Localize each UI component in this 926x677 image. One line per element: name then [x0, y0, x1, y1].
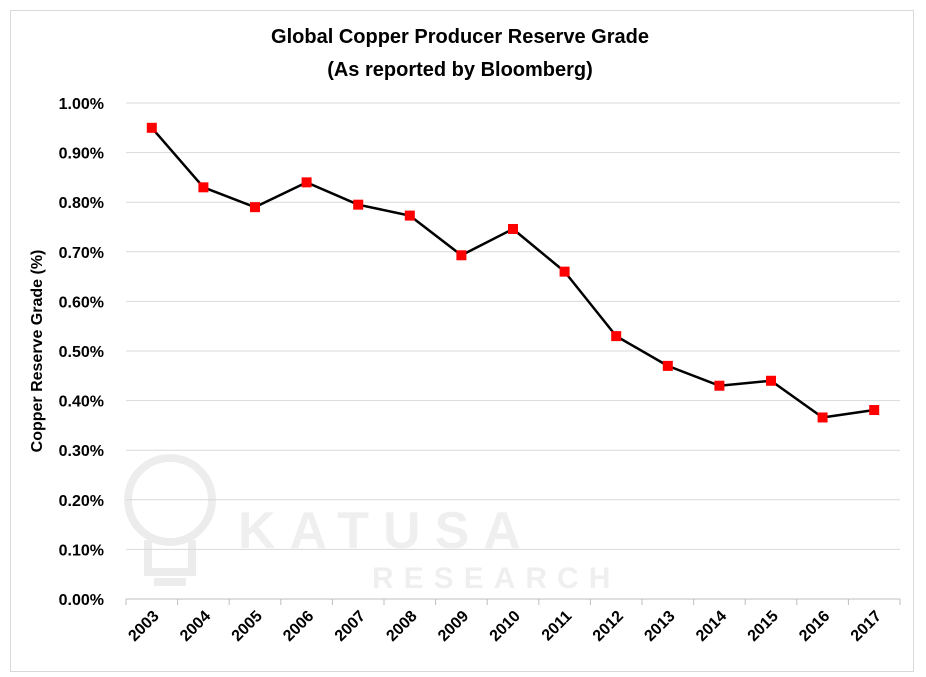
data-point — [146, 122, 157, 133]
x-tick-label: 2006 — [280, 608, 317, 645]
y-tick-label: 0.00% — [59, 592, 104, 609]
watermark-brand: KATUSA — [238, 502, 535, 560]
data-point — [250, 202, 260, 213]
y-tick-label: 1.00% — [59, 96, 104, 113]
data-point — [353, 199, 364, 210]
series-line — [150, 126, 875, 419]
y-tick-label: 0.80% — [59, 195, 104, 212]
x-tick-label: 2008 — [383, 608, 420, 645]
y-axis-label: Copper Reserve Grade (%) — [29, 250, 46, 453]
x-tick-label: 2007 — [332, 608, 369, 645]
x-axis — [125, 598, 901, 605]
data-point — [301, 177, 312, 188]
y-tick-label: 0.90% — [59, 146, 104, 163]
y-tick-label: 0.10% — [59, 542, 104, 559]
y-tick-label: 0.30% — [59, 443, 104, 460]
data-point — [611, 331, 622, 342]
data-point — [714, 380, 725, 391]
data-point — [662, 360, 673, 371]
y-tick-label: 0.50% — [59, 344, 104, 361]
chart-subtitle: (As reported by Bloomberg) — [327, 59, 593, 81]
data-point — [559, 266, 570, 277]
data-point — [198, 182, 209, 193]
series-group — [146, 122, 880, 423]
x-tick-label: 2010 — [487, 608, 524, 645]
y-tick-label: 0.70% — [59, 245, 104, 262]
x-tick-label: 2009 — [435, 608, 472, 645]
chart-frame — [10, 10, 914, 672]
x-tick-label: 2015 — [745, 608, 782, 645]
data-point — [817, 412, 828, 423]
data-point — [869, 405, 880, 416]
x-tick-label: 2012 — [590, 608, 627, 645]
x-tick-label: 2017 — [848, 608, 885, 645]
x-tick-label: 2013 — [641, 608, 678, 645]
gridlines — [126, 102, 900, 550]
lightbulb-k-icon — [124, 454, 216, 586]
y-tick-label: 0.20% — [59, 493, 104, 510]
x-tick-label: 2014 — [693, 608, 730, 645]
x-tick-label: 2016 — [796, 608, 833, 645]
x-tick-labels: 2003 2004 2005 2006 2007 2008 2009 2010 2011 2012… — [125, 608, 885, 645]
y-tick-label: 0.60% — [59, 294, 104, 311]
y-tick-label: 0.40% — [59, 394, 104, 411]
data-point — [766, 375, 776, 386]
x-tick-label: 2004 — [177, 608, 214, 645]
chart-title: Global Copper Producer Reserve Grade — [271, 26, 649, 48]
watermark: KATUSA RESEARCH — [124, 454, 620, 595]
y-tick-labels: 0.00% 0.10% 0.20% 0.30% 0.40% 0.50% 0.60% 0.70%… — [59, 96, 104, 609]
x-tick-label: 2011 — [539, 608, 576, 645]
watermark-sub: RESEARCH — [372, 562, 620, 595]
data-point — [508, 223, 518, 234]
data-point — [456, 250, 467, 261]
x-tick-label: 2003 — [125, 608, 162, 645]
x-tick-label: 2005 — [229, 608, 266, 645]
data-point — [404, 210, 415, 221]
